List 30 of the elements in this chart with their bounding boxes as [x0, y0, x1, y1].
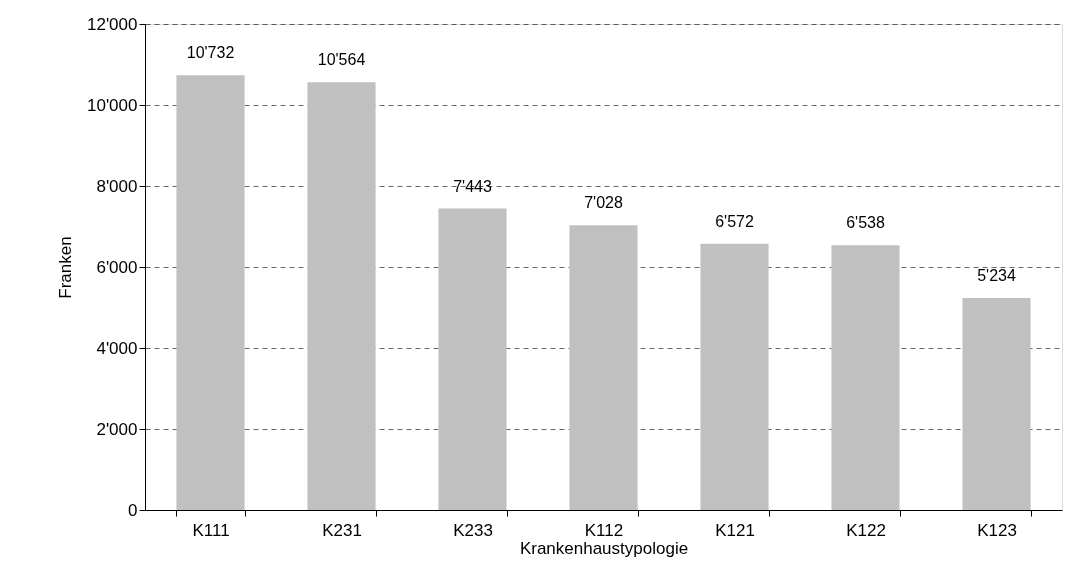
- y-tick-label: 8'000: [96, 176, 138, 196]
- data-label: 5'234: [977, 267, 1016, 285]
- bar: [962, 298, 1031, 510]
- x-tick-label: K111: [192, 520, 230, 540]
- data-label: 10'564: [317, 51, 366, 69]
- x-axis-title: Krankenhaustypologie: [519, 538, 689, 558]
- x-tick-label: K231: [322, 520, 362, 540]
- data-label: 6'572: [715, 212, 754, 230]
- y-tick-label: 2'000: [96, 419, 138, 439]
- x-tick-label: K112: [584, 520, 624, 540]
- data-label: 10'732: [186, 44, 235, 62]
- bar: [176, 75, 245, 510]
- bar: [831, 245, 900, 510]
- y-tick-label: 10'000: [86, 95, 138, 115]
- x-tick-label: K121: [715, 520, 755, 540]
- x-tick-label: K123: [977, 520, 1017, 540]
- y-tick-label: 12'000: [86, 14, 138, 34]
- data-label: 6'538: [846, 214, 885, 232]
- x-tick-label: K122: [846, 520, 886, 540]
- bar: [438, 208, 507, 510]
- y-tick-label: 6'000: [96, 257, 138, 277]
- bar: [700, 243, 769, 510]
- x-tick-label: K233: [453, 520, 493, 540]
- bar: [569, 225, 638, 510]
- y-tick-label: 0: [128, 500, 138, 520]
- y-tick-label: 4'000: [96, 338, 138, 358]
- data-label: 7'028: [584, 194, 623, 212]
- data-label: 7'443: [453, 177, 492, 195]
- bar: [307, 82, 376, 510]
- y-axis-title: Franken: [55, 236, 75, 299]
